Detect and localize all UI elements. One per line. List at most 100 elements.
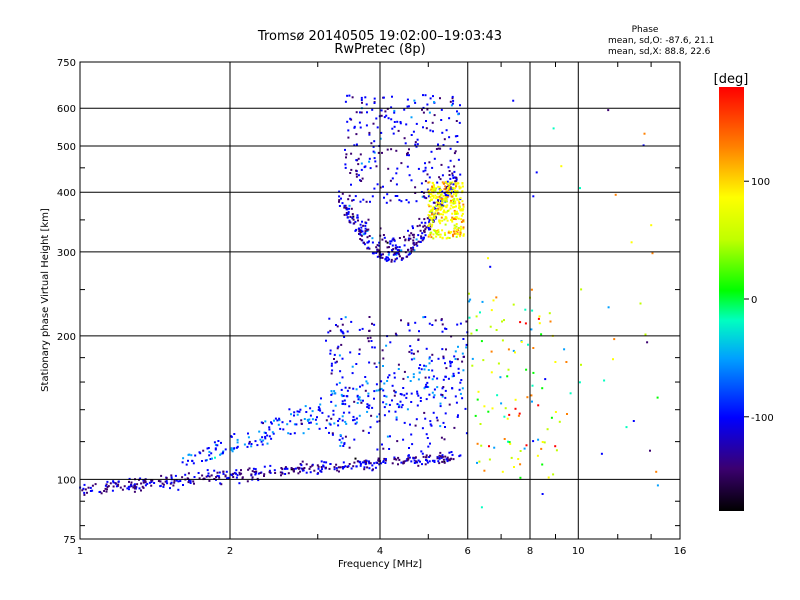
echo-point [436,457,439,460]
echo-point [350,207,353,210]
echo-point [161,482,164,485]
echo-point [363,241,365,244]
echo-point [384,462,387,464]
echo-point [438,462,441,465]
echo-point [580,288,583,291]
echo-point [452,202,455,205]
echo-point [438,186,441,189]
echo-point [151,479,154,482]
echo-point [459,322,462,325]
echo-point [323,461,326,464]
echo-point [248,440,251,443]
echo-point [435,187,438,190]
echo-point [133,484,136,487]
echo-point [552,473,555,476]
echo-point [477,390,480,393]
echo-point [429,217,432,220]
echo-point [440,216,443,219]
echo-point [390,148,393,151]
echo-point [462,233,465,236]
echo-point [440,318,443,321]
echo-point [449,177,452,180]
echo-point [465,320,468,323]
echo-point [439,233,442,236]
echo-point [380,462,383,465]
echo-point [501,470,504,473]
echo-point [396,252,398,255]
echo-point [358,328,361,331]
echo-point [208,475,211,478]
echo-point [169,487,171,490]
echo-point [381,349,384,352]
echo-point [399,393,402,395]
echo-point [613,338,616,341]
echo-point [311,464,314,467]
echo-point [444,426,446,428]
echo-point [352,415,355,418]
echo-point [213,441,216,444]
echo-point [270,437,273,440]
echo-point [358,461,361,464]
echo-point [419,460,421,463]
echo-point [375,389,378,392]
echo-point [566,413,568,415]
echo-point [342,445,345,447]
echo-point [360,401,363,404]
echo-point [359,200,362,203]
echo-point [435,209,438,212]
echo-point [409,345,412,348]
echo-point [288,408,291,411]
echo-point [425,347,428,350]
echo-point [434,194,437,197]
echo-point [422,225,425,228]
echo-point [319,403,322,406]
echo-point [402,460,405,463]
echo-point [299,408,302,411]
echo-point [414,456,417,459]
echo-point [411,443,414,446]
echo-point [383,382,386,385]
echo-point [415,200,418,203]
echo-point [279,471,282,474]
echo-point [146,482,149,485]
echo-point [458,388,461,391]
echo-point [360,239,363,242]
echo-point [416,390,419,393]
echo-point [393,456,396,459]
echo-point [355,465,358,468]
echo-point [341,202,344,205]
echo-point [432,95,434,98]
echo-point [390,118,393,121]
echo-point [371,241,374,244]
echo-point [436,456,439,459]
echo-point [449,362,452,365]
echo-point [400,393,403,396]
echo-point [414,424,417,427]
echo-point [455,178,458,181]
echo-point [341,192,344,195]
echo-point [188,479,190,482]
echo-point [394,332,397,335]
echo-point [405,392,408,395]
echo-point [227,477,230,480]
echo-point [437,199,440,201]
echo-point [537,438,540,441]
echo-point [327,331,330,334]
echo-point [430,225,433,228]
echo-point [450,231,453,233]
echo-point [343,206,346,209]
echo-point [448,451,451,454]
echo-point [157,480,160,482]
echo-point [318,407,321,410]
echo-point [442,357,445,360]
echo-point [368,240,370,243]
echo-point [290,467,293,469]
echo-point [380,114,383,117]
echo-point [420,237,423,240]
echo-point [274,472,277,474]
echo-point [281,421,284,424]
echo-point [353,400,356,403]
echo-point [519,463,522,466]
echo-point [407,248,409,251]
echo-point [446,457,449,460]
